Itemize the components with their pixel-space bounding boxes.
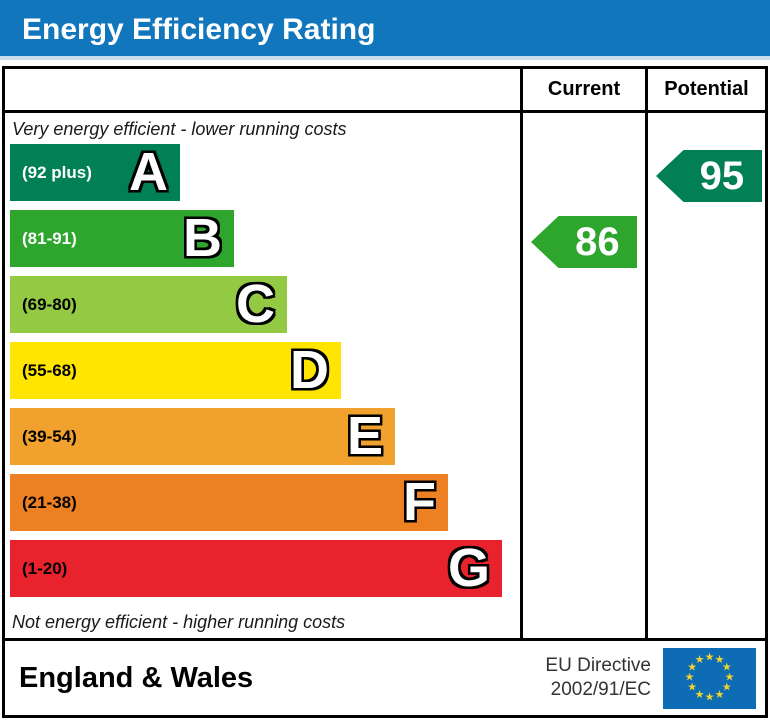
eu-star-icon: ★ [684,671,695,684]
eu-directive-line1: EU Directive [545,655,651,677]
band-row: (92 plus) A [5,144,520,210]
band-bar-g: (1-20) G [10,540,502,597]
band-letter: A [129,142,168,202]
header-cell-empty [5,69,520,110]
table-header-row: Current Potential [5,69,765,113]
band-letter: C [236,274,275,334]
band-letter: G [447,538,490,598]
caption-not-efficient: Not energy efficient - higher running co… [12,612,346,632]
table-body: Very energy efficient - lower running co… [5,113,765,638]
eu-star-icon: ★ [721,681,732,694]
eu-star-icon: ★ [714,688,725,701]
footer-bar: England & Wales EU Directive 2002/91/EC … [2,638,768,718]
title-bar: Energy Efficiency Rating [0,0,770,60]
header-cell-current: Current [520,69,645,110]
region-label: England & Wales [19,661,254,694]
eu-star-icon: ★ [694,654,705,667]
eu-star-icon: ★ [721,661,732,674]
caption-very-efficient: Very energy efficient - lower running co… [12,119,347,139]
band-range-label: (1-20) [22,558,68,578]
band-range-label: (21-38) [22,492,77,512]
potential-rating-arrow: 95 [656,150,762,202]
band-bar-f: (21-38) F [10,474,448,531]
band-bar-e: (39-54) E [10,408,395,465]
eu-directive-line2: 2002/91/EC [550,679,651,700]
band-range-label: (69-80) [22,294,77,314]
band-range-label: (92 plus) [22,162,92,182]
band-row: (81-91) B [5,210,520,276]
band-range-label: (39-54) [22,426,77,446]
eu-star-icon: ★ [704,651,715,664]
energy-rating-table: Current Potential Very energy efficient … [2,66,768,641]
band-row: (21-38) F [5,474,520,540]
band-letter: F [403,472,436,532]
rating-bands-column: Very energy efficient - lower running co… [5,113,520,638]
rating-bands: (92 plus) A (81-91) B (69-80) C [5,144,520,606]
band-letter: B [183,208,222,268]
band-bar-c: (69-80) C [10,276,287,333]
current-rating-column: 86 [520,113,645,638]
band-range-label: (81-91) [22,228,77,248]
potential-rating-value: 95 [699,154,745,198]
eu-star-icon: ★ [687,681,698,694]
band-row: (69-80) C [5,276,520,342]
eu-star-icon: ★ [694,688,705,701]
eu-star-icon: ★ [714,654,725,667]
band-row: (1-20) G [5,540,520,606]
eu-star-icon: ★ [704,691,715,704]
potential-rating-column: 95 [645,113,765,638]
band-range-label: (55-68) [22,360,77,380]
band-bar-a: (92 plus) A [10,144,180,201]
eu-star-icon: ★ [687,661,698,674]
band-letter: D [290,340,329,400]
current-rating-arrow: 86 [531,216,637,268]
eu-star-icon: ★ [724,671,735,684]
band-bar-b: (81-91) B [10,210,234,267]
eu-directive-label: EU Directive 2002/91/EC [545,654,651,702]
page-title: Energy Efficiency Rating [22,13,376,46]
band-bar-d: (55-68) D [10,342,341,399]
band-row: (55-68) D [5,342,520,408]
current-rating-value: 86 [575,220,620,264]
header-cell-potential: Potential [645,69,765,110]
band-letter: E [346,406,383,466]
band-row: (39-54) E [5,408,520,474]
eu-flag: ★ ★ ★ ★ ★ ★ ★ ★ ★ ★ ★ ★ [663,647,756,709]
